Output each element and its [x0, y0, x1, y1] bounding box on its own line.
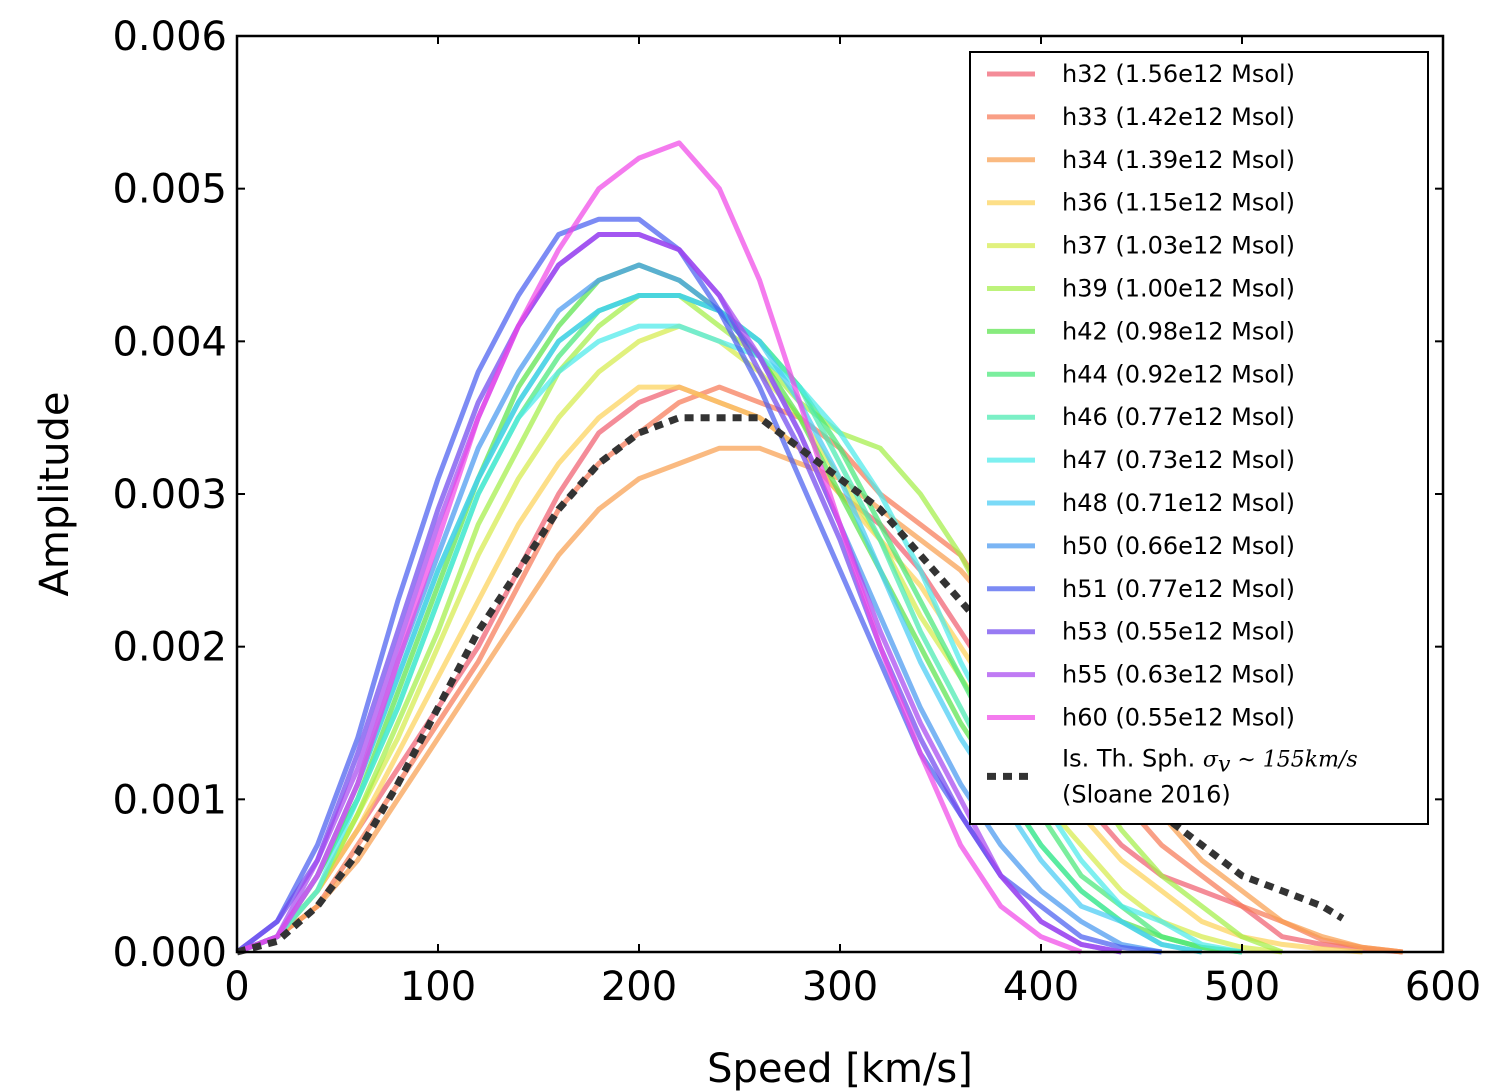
y-tick-label: 0.001 — [112, 777, 227, 823]
x-axis-label: Speed [km/s] — [707, 1046, 973, 1092]
legend-label: h51 (0.77e12 Msol) — [1062, 575, 1295, 603]
legend-label: h55 (0.63e12 Msol) — [1062, 661, 1295, 689]
legend-label: h32 (1.56e12 Msol) — [1062, 60, 1295, 88]
legend-model-velocity: ∼ 155km/s — [1230, 747, 1357, 772]
legend-label-model: Is. Th. Sph. σv ∼ 155km/s — [1062, 744, 1358, 777]
x-tick-label: 200 — [601, 964, 677, 1010]
legend-label: h33 (1.42e12 Msol) — [1062, 103, 1295, 131]
legend-model-sigma: σ — [1203, 747, 1219, 772]
legend-model-sigma-sub: v — [1218, 752, 1231, 777]
y-tick-label: 0.005 — [112, 167, 227, 213]
legend-label: h39 (1.00e12 Msol) — [1062, 275, 1295, 303]
y-tick-label: 0.002 — [112, 625, 227, 671]
series-line-h60 — [236, 140, 1083, 955]
y-tick-label: 0.000 — [112, 930, 227, 976]
axis-ticks: 0 100 200 300 400 500 600 0.000 0.001 0.002 0.003 0… — [112, 14, 1481, 1010]
y-tick-label: 0.004 — [112, 319, 227, 365]
y-tick-label: 0.003 — [112, 472, 227, 518]
legend-label: h50 (0.66e12 Msol) — [1062, 532, 1295, 560]
legend-label: h48 (0.71e12 Msol) — [1062, 489, 1295, 517]
legend-label: h47 (0.73e12 Msol) — [1062, 446, 1295, 474]
legend-model-text: Is. Th. Sph. — [1062, 744, 1203, 772]
legend-label: h46 (0.77e12 Msol) — [1062, 403, 1295, 431]
legend-label-model-reference: (Sloane 2016) — [1062, 780, 1231, 808]
x-tick-label: 400 — [1003, 964, 1079, 1010]
x-tick-label: 300 — [802, 964, 878, 1010]
y-axis-label: Amplitude — [32, 392, 78, 597]
legend-label: h42 (0.98e12 Msol) — [1062, 317, 1295, 345]
legend-label: h34 (1.39e12 Msol) — [1062, 146, 1295, 174]
legend-label: h37 (1.03e12 Msol) — [1062, 232, 1295, 260]
y-tick-label: 0.006 — [112, 14, 227, 60]
x-tick-label: 600 — [1405, 964, 1481, 1010]
legend-items: h32 (1.56e12 Msol) h33 (1.42e12 Msol) h34 … — [987, 60, 1295, 732]
x-tick-label: 0 — [224, 964, 249, 1010]
legend-label: h44 (0.92e12 Msol) — [1062, 360, 1295, 388]
legend-label: h36 (1.15e12 Msol) — [1062, 189, 1295, 217]
x-tick-label: 100 — [400, 964, 476, 1010]
legend-label: h60 (0.55e12 Msol) — [1062, 704, 1295, 732]
x-tick-label: 500 — [1204, 964, 1280, 1010]
legend-box — [969, 51, 1429, 825]
series-line-h33 — [236, 384, 1404, 955]
legend: h32 (1.56e12 Msol) h33 (1.42e12 Msol) h34 … — [969, 51, 1429, 825]
legend-label: h53 (0.55e12 Msol) — [1062, 618, 1295, 646]
legend-item-model: Is. Th. Sph. σv ∼ 155km/s (Sloane 2016) — [987, 744, 1358, 808]
